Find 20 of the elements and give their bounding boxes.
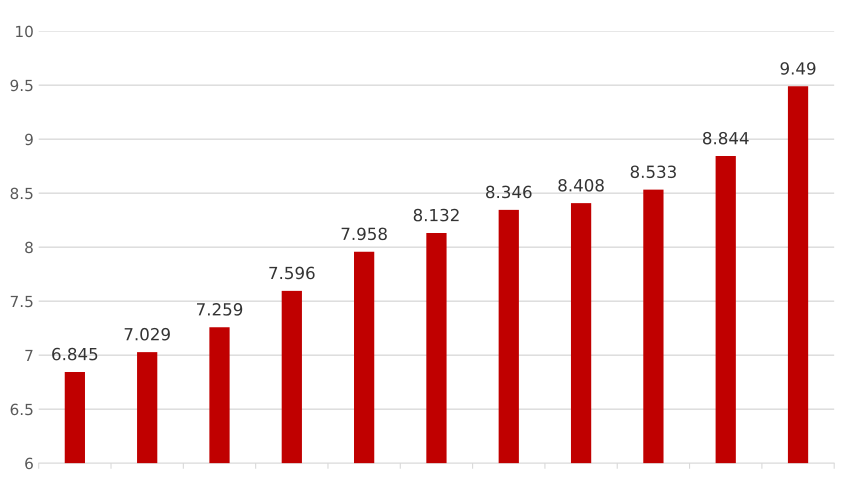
data-label: 9.49 bbox=[780, 62, 816, 75]
data-label: 8.844 bbox=[702, 132, 749, 144]
y-tick-label: 6 bbox=[25, 458, 33, 470]
data-label: 6.845 bbox=[52, 348, 98, 360]
y-tick-label: 7 bbox=[25, 350, 33, 362]
data-label: 7.958 bbox=[342, 228, 387, 240]
y-tick-label: 7.5 bbox=[10, 296, 33, 308]
data-label: 8.132 bbox=[414, 208, 459, 222]
data-label: 7.596 bbox=[269, 266, 315, 280]
data-label: 8.346 bbox=[486, 186, 532, 198]
y-tick-label: 10 bbox=[16, 26, 33, 38]
data-label: 7.029 bbox=[124, 328, 170, 341]
y-tick-label: 9.5 bbox=[10, 80, 33, 92]
data-label: 8.408 bbox=[558, 178, 604, 192]
data-label: 7.259 bbox=[197, 303, 242, 316]
y-tick-label: 8 bbox=[25, 242, 33, 254]
y-tick-label: 9 bbox=[25, 134, 33, 146]
data-label: 8.533 bbox=[630, 165, 676, 178]
y-tick-label: 6.5 bbox=[10, 404, 33, 416]
y-tick-label: 8.5 bbox=[10, 188, 33, 200]
